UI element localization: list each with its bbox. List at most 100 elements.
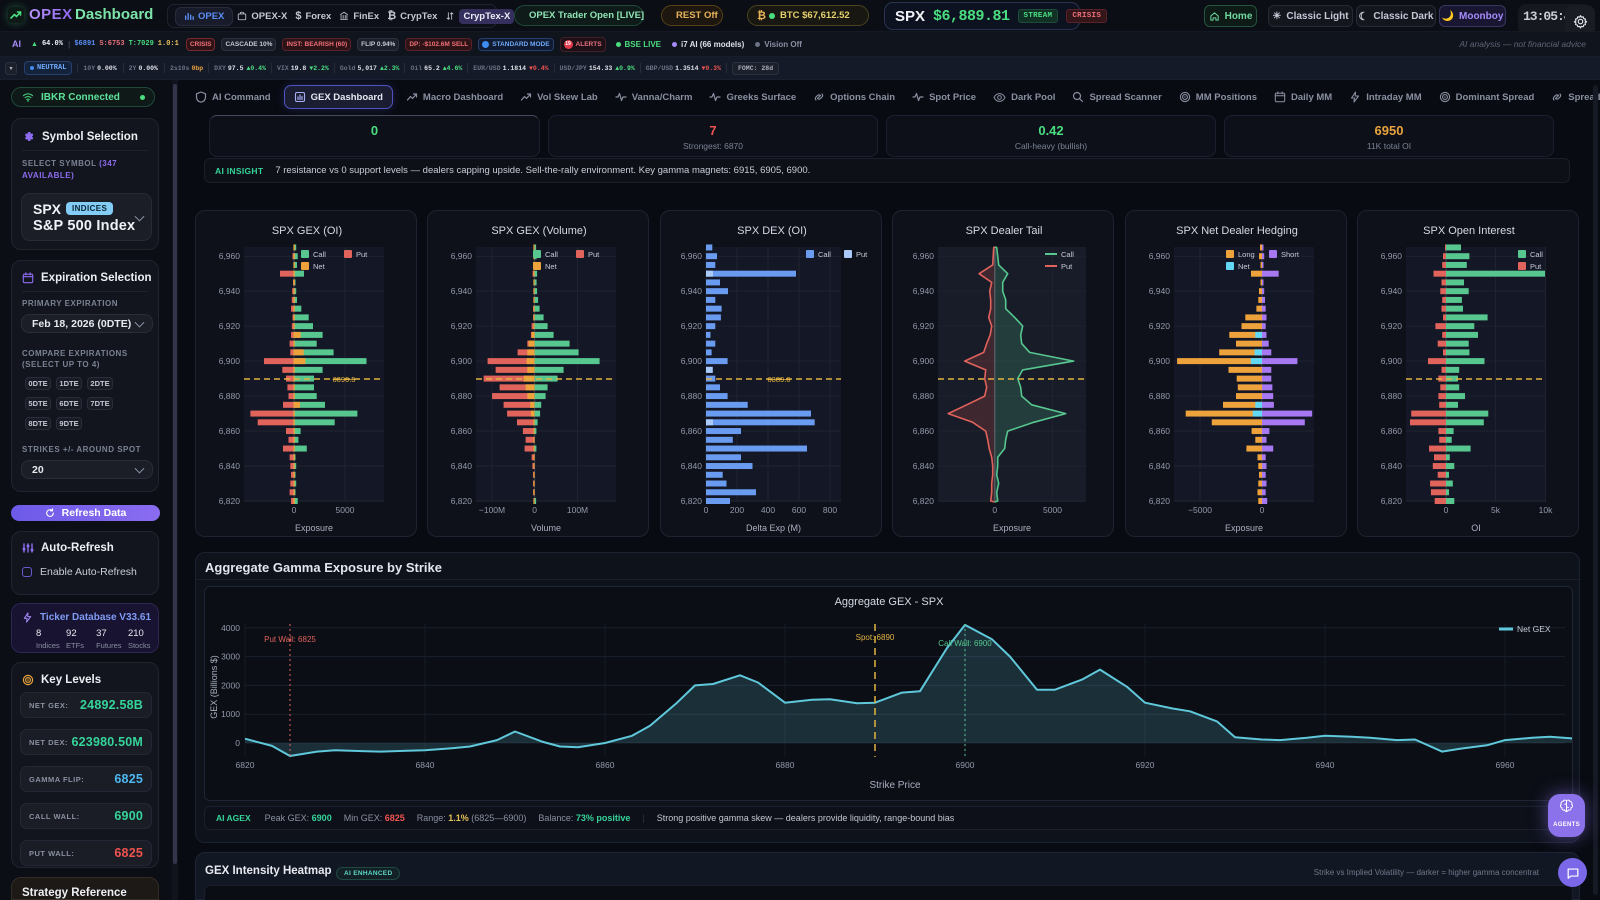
svg-text:6,900: 6,900 <box>451 356 473 366</box>
svg-text:5k: 5k <box>1491 505 1501 515</box>
svg-text:6,960: 6,960 <box>681 251 703 261</box>
svg-text:Short: Short <box>1281 250 1300 259</box>
svg-text:6,900: 6,900 <box>913 356 935 366</box>
svg-text:600: 600 <box>792 505 806 515</box>
svg-text:6,820: 6,820 <box>1381 496 1403 506</box>
svg-text:6,840: 6,840 <box>1381 461 1403 471</box>
svg-text:Exposure: Exposure <box>1225 523 1263 533</box>
svg-text:Exposure: Exposure <box>993 523 1031 533</box>
svg-text:6960: 6960 <box>1496 760 1515 770</box>
svg-text:100M: 100M <box>567 505 588 515</box>
svg-text:6,920: 6,920 <box>681 321 703 331</box>
svg-text:6,940: 6,940 <box>681 286 703 296</box>
svg-text:400: 400 <box>761 505 775 515</box>
svg-text:6,860: 6,860 <box>219 426 241 436</box>
svg-text:6900: 6900 <box>956 760 975 770</box>
svg-text:6,840: 6,840 <box>913 461 935 471</box>
svg-text:6,860: 6,860 <box>451 426 473 436</box>
svg-text:SPX Net Dealer Hedging: SPX Net Dealer Hedging <box>1176 225 1298 237</box>
svg-text:Call: Call <box>1061 250 1074 259</box>
svg-text:Aggregate GEX - SPX: Aggregate GEX - SPX <box>835 596 944 608</box>
svg-text:SPX DEX (OI): SPX DEX (OI) <box>737 225 807 237</box>
svg-text:6,960: 6,960 <box>913 251 935 261</box>
svg-text:Long: Long <box>1238 250 1255 259</box>
svg-text:6,820: 6,820 <box>1149 496 1171 506</box>
svg-text:0: 0 <box>1444 505 1449 515</box>
svg-text:6,920: 6,920 <box>913 321 935 331</box>
svg-text:SPX Open Interest: SPX Open Interest <box>1423 225 1515 237</box>
svg-text:4000: 4000 <box>221 623 240 633</box>
svg-text:Exposure: Exposure <box>295 523 333 533</box>
svg-text:0: 0 <box>704 505 709 515</box>
svg-text:6,820: 6,820 <box>681 496 703 506</box>
svg-text:6,900: 6,900 <box>1149 356 1171 366</box>
svg-text:6889.6: 6889.6 <box>768 375 791 384</box>
svg-text:SPX GEX (OI): SPX GEX (OI) <box>272 225 342 237</box>
svg-text:−5000: −5000 <box>1188 505 1212 515</box>
svg-text:6880: 6880 <box>776 760 795 770</box>
svg-text:0: 0 <box>992 505 997 515</box>
svg-text:6,940: 6,940 <box>219 286 241 296</box>
svg-text:Net: Net <box>1238 262 1251 271</box>
svg-text:6,840: 6,840 <box>1149 461 1171 471</box>
svg-text:6,920: 6,920 <box>451 321 473 331</box>
svg-text:800: 800 <box>823 505 837 515</box>
svg-text:0: 0 <box>292 505 297 515</box>
svg-text:200: 200 <box>730 505 744 515</box>
svg-text:SPX GEX (Volume): SPX GEX (Volume) <box>491 225 586 237</box>
svg-text:SPX Dealer Tail: SPX Dealer Tail <box>966 225 1043 237</box>
svg-text:2000: 2000 <box>221 680 240 690</box>
svg-text:6,840: 6,840 <box>219 461 241 471</box>
svg-text:6940: 6940 <box>1316 760 1335 770</box>
svg-text:−100M: −100M <box>479 505 505 515</box>
svg-text:6,960: 6,960 <box>1381 251 1403 261</box>
svg-text:OI: OI <box>1471 523 1481 533</box>
svg-text:6820: 6820 <box>236 760 255 770</box>
svg-text:10k: 10k <box>1539 505 1553 515</box>
svg-text:6,940: 6,940 <box>1381 286 1403 296</box>
svg-text:6,820: 6,820 <box>219 496 241 506</box>
svg-text:6,860: 6,860 <box>1381 426 1403 436</box>
svg-text:1000: 1000 <box>221 709 240 719</box>
svg-text:6,880: 6,880 <box>1149 391 1171 401</box>
svg-text:3000: 3000 <box>221 652 240 662</box>
svg-text:Net: Net <box>313 262 326 271</box>
svg-text:Put Wall: 6825: Put Wall: 6825 <box>264 635 316 644</box>
svg-text:6,900: 6,900 <box>681 356 703 366</box>
svg-text:6,900: 6,900 <box>1381 356 1403 366</box>
svg-text:5000: 5000 <box>336 505 355 515</box>
svg-text:6,860: 6,860 <box>1149 426 1171 436</box>
svg-text:Call: Call <box>1530 250 1543 259</box>
svg-text:6,960: 6,960 <box>451 251 473 261</box>
svg-text:Net: Net <box>545 262 558 271</box>
svg-text:6,940: 6,940 <box>913 286 935 296</box>
svg-text:6920: 6920 <box>1136 760 1155 770</box>
svg-text:Call: Call <box>313 250 326 259</box>
svg-text:6,880: 6,880 <box>681 391 703 401</box>
svg-text:GEX (Billions $): GEX (Billions $) <box>209 655 219 719</box>
svg-text:6,880: 6,880 <box>219 391 241 401</box>
svg-text:6860: 6860 <box>596 760 615 770</box>
svg-text:Put: Put <box>856 250 868 259</box>
svg-text:6,960: 6,960 <box>219 251 241 261</box>
svg-text:6,860: 6,860 <box>681 426 703 436</box>
svg-text:6,920: 6,920 <box>1149 321 1171 331</box>
svg-text:Put: Put <box>1530 262 1542 271</box>
svg-text:6840: 6840 <box>416 760 435 770</box>
svg-text:Put: Put <box>588 250 600 259</box>
svg-text:Net GEX: Net GEX <box>1517 624 1551 634</box>
svg-text:6,960: 6,960 <box>1149 251 1171 261</box>
svg-text:Call: Call <box>818 250 831 259</box>
svg-text:6,820: 6,820 <box>913 496 935 506</box>
svg-text:6,840: 6,840 <box>451 461 473 471</box>
svg-text:6,860: 6,860 <box>913 426 935 436</box>
svg-text:6,940: 6,940 <box>451 286 473 296</box>
svg-text:6890.5: 6890.5 <box>333 375 356 384</box>
svg-text:6,880: 6,880 <box>1381 391 1403 401</box>
svg-text:0: 0 <box>532 505 537 515</box>
svg-text:0: 0 <box>235 738 240 748</box>
svg-text:Call Wall: 6900: Call Wall: 6900 <box>938 639 992 648</box>
svg-text:Call: Call <box>545 250 558 259</box>
svg-text:6,940: 6,940 <box>1149 286 1171 296</box>
svg-text:6,820: 6,820 <box>451 496 473 506</box>
